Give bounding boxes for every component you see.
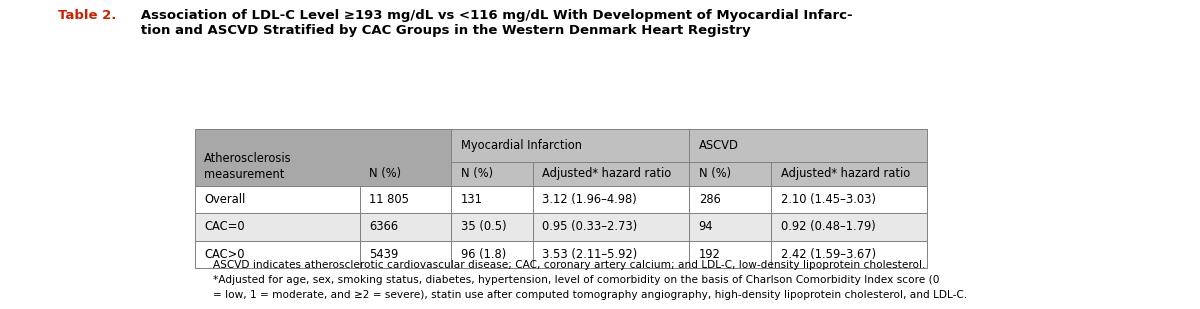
Bar (360, 240, 451, 268)
Text: 35 (0.5): 35 (0.5) (461, 220, 506, 233)
Text: 0.95 (0.33–2.73): 0.95 (0.33–2.73) (542, 220, 637, 233)
Text: N (%): N (%) (370, 167, 402, 180)
Bar (689, 129, 928, 162)
Bar (689, 186, 772, 213)
Text: Atherosclerosis
measurement: Atherosclerosis measurement (204, 152, 292, 181)
Text: = low, 1 = moderate, and ≥2 = severe), statin use after computed tomography angi: = low, 1 = moderate, and ≥2 = severe), s… (214, 290, 967, 300)
Text: N (%): N (%) (698, 167, 731, 180)
Text: Overall: Overall (204, 193, 245, 206)
Text: 3.53 (2.11–5.92): 3.53 (2.11–5.92) (542, 248, 637, 261)
Text: CAC>0: CAC>0 (204, 248, 245, 261)
Bar (194, 129, 451, 186)
Text: 5439: 5439 (370, 248, 398, 261)
Bar (689, 240, 772, 268)
Bar (689, 213, 772, 240)
Text: 2.42 (1.59–3.67): 2.42 (1.59–3.67) (780, 248, 876, 261)
Text: 11 805: 11 805 (370, 193, 409, 206)
Bar (451, 162, 533, 186)
Text: 131: 131 (461, 193, 482, 206)
Text: *Adjusted for age, sex, smoking status, diabetes, hypertension, level of comorbi: *Adjusted for age, sex, smoking status, … (214, 275, 940, 285)
Bar (772, 162, 928, 186)
Bar (194, 240, 360, 268)
Text: 286: 286 (698, 193, 720, 206)
Text: Table 2.: Table 2. (58, 9, 116, 22)
Bar (772, 186, 928, 213)
Text: Adjusted* hazard ratio: Adjusted* hazard ratio (780, 167, 910, 180)
Text: N (%): N (%) (461, 167, 493, 180)
Bar (360, 186, 451, 213)
Text: Myocardial Infarction: Myocardial Infarction (461, 139, 582, 152)
Text: 3.12 (1.96–4.98): 3.12 (1.96–4.98) (542, 193, 637, 206)
Bar (533, 240, 689, 268)
Bar (360, 213, 451, 240)
Bar (451, 240, 533, 268)
Text: ASCVD indicates atherosclerotic cardiovascular disease; CAC, coronary artery cal: ASCVD indicates atherosclerotic cardiova… (214, 260, 925, 269)
Text: 192: 192 (698, 248, 720, 261)
Bar (451, 213, 533, 240)
Text: Association of LDL-C Level ≥193 mg/dL vs <116 mg/dL With Development of Myocardi: Association of LDL-C Level ≥193 mg/dL vs… (127, 9, 853, 37)
Text: 6366: 6366 (370, 220, 398, 233)
Bar (451, 186, 533, 213)
Text: 94: 94 (698, 220, 713, 233)
Text: 0.92 (0.48–1.79): 0.92 (0.48–1.79) (780, 220, 875, 233)
Bar (533, 213, 689, 240)
Text: 96 (1.8): 96 (1.8) (461, 248, 506, 261)
Text: Adjusted* hazard ratio: Adjusted* hazard ratio (542, 167, 672, 180)
Bar (533, 162, 689, 186)
Bar (533, 186, 689, 213)
Text: 2.10 (1.45–3.03): 2.10 (1.45–3.03) (780, 193, 876, 206)
Bar (689, 162, 772, 186)
Bar (194, 213, 360, 240)
Bar (772, 213, 928, 240)
Bar (772, 240, 928, 268)
Text: ASCVD: ASCVD (698, 139, 738, 152)
Text: CAC=0: CAC=0 (204, 220, 245, 233)
Bar (194, 186, 360, 213)
Bar (451, 129, 689, 162)
